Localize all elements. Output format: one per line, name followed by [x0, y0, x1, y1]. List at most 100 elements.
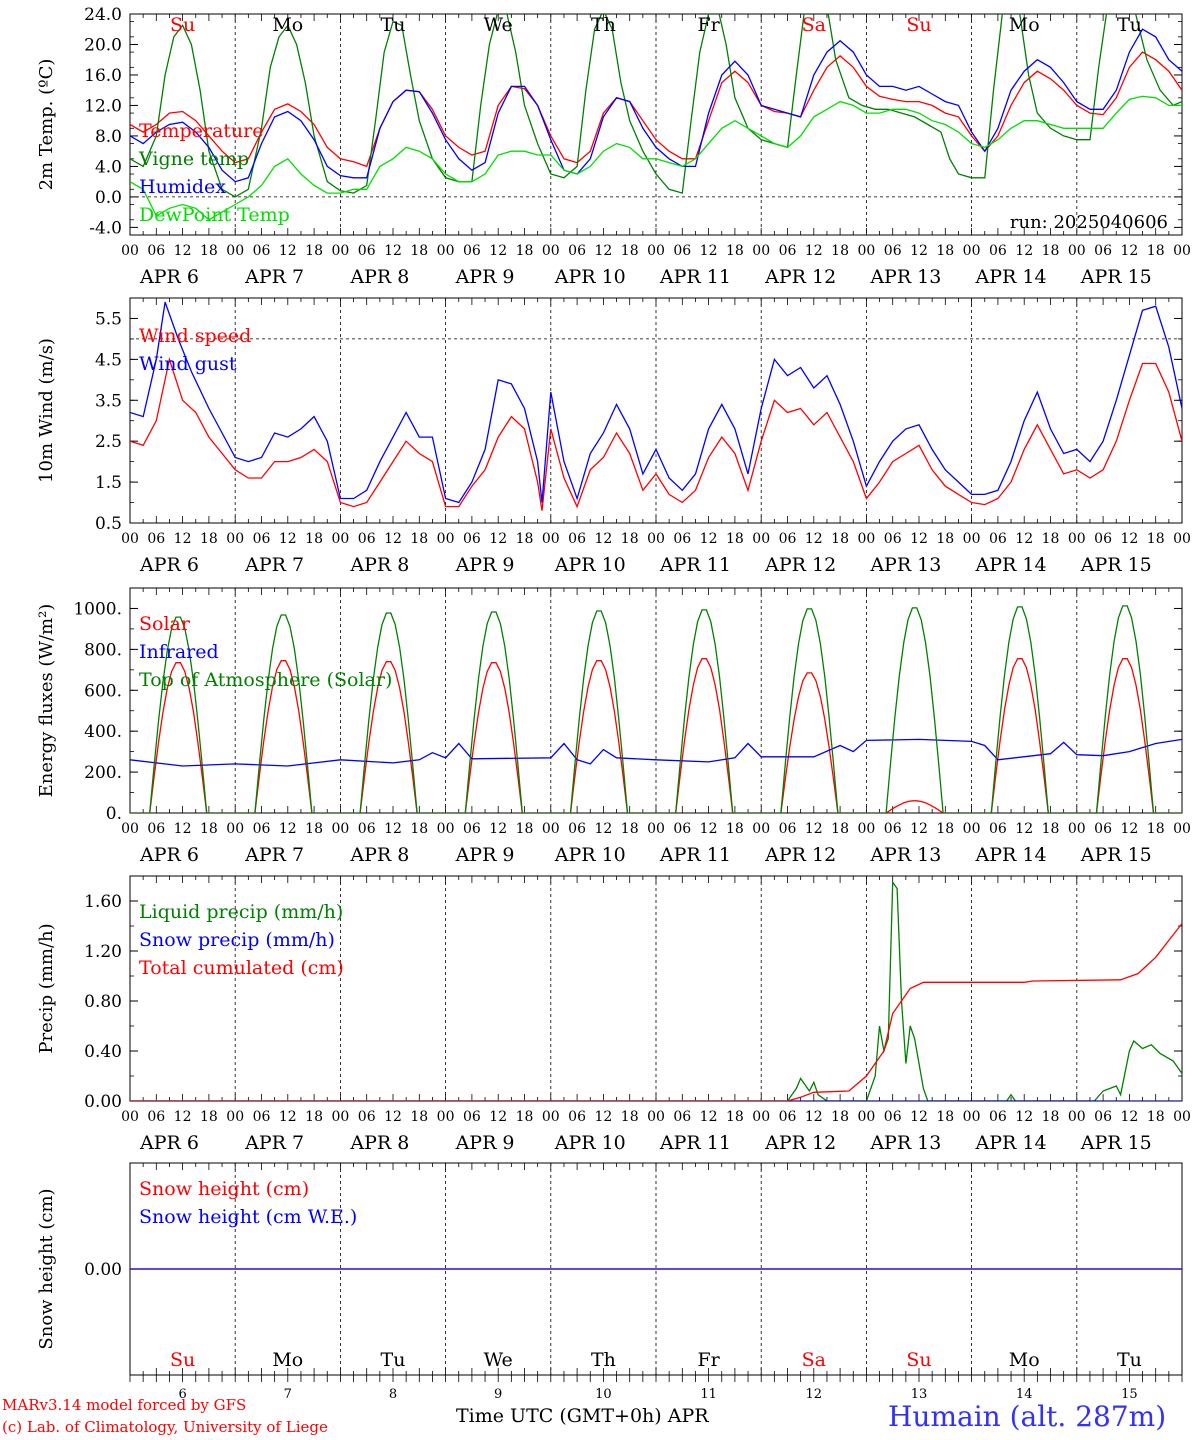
y-tick-label: 5.5 [95, 309, 122, 329]
lab-credit: (c) Lab. of Climatology, University of L… [2, 1418, 328, 1436]
hour-tick-label: 06 [147, 1109, 165, 1125]
hour-tick-label: 00 [647, 1109, 665, 1125]
hour-tick-label: 00 [331, 1109, 349, 1125]
hour-tick-label: 06 [568, 1109, 586, 1125]
y-tick-label: 0.40 [84, 1042, 122, 1062]
hour-tick-label: 12 [174, 821, 192, 837]
hour-tick-label: 00 [857, 821, 875, 837]
hour-tick-label: 06 [779, 531, 797, 547]
weekday-label: We [484, 1349, 513, 1371]
run-label: run: 2025040606 [1010, 212, 1168, 233]
hour-tick-label: 18 [305, 821, 323, 837]
hour-tick-label: 00 [121, 531, 139, 547]
legend-entry: DewPoint Temp [139, 204, 290, 226]
y-tick-label: -4.0 [89, 218, 122, 238]
hour-tick-label: 00 [542, 243, 560, 259]
weekday-label: Tu [381, 14, 406, 36]
hour-tick-label: 06 [568, 821, 586, 837]
y-axis-label: Precip (mm/h) [36, 923, 57, 1053]
hour-tick-label: 18 [621, 243, 639, 259]
hour-tick-label: 06 [779, 243, 797, 259]
y-tick-label: 600. [84, 681, 122, 701]
hour-tick-label: 06 [884, 821, 902, 837]
legend-entry: Snow precip (mm/h) [139, 929, 335, 951]
weekday-label: Mo [1009, 1349, 1040, 1371]
hour-tick-label: 12 [594, 531, 612, 547]
weekday-label: We [484, 14, 513, 36]
y-tick-label: 8.0 [95, 127, 122, 147]
weekday-label: Th [591, 1349, 616, 1371]
legend-entry: Wind speed [139, 325, 251, 347]
series-line-solar [130, 658, 1182, 813]
date-label: APR 6 [139, 844, 199, 866]
series-line-temperature [130, 51, 1182, 168]
y-tick-label: 0.80 [84, 992, 122, 1012]
hour-tick-label: 06 [358, 821, 376, 837]
y-tick-label: 16.0 [84, 66, 122, 86]
hour-tick-label: 12 [910, 821, 928, 837]
hour-tick-label: 00 [437, 531, 455, 547]
hour-tick-label: 06 [673, 531, 691, 547]
panel-wind: 5.5 4.5 3.5 2.5 1.5 0.5 10m Wind (m/s) Wind spe… [36, 297, 1191, 576]
series-line-humidex [130, 28, 1182, 183]
hour-tick-label: 00 [1173, 531, 1191, 547]
y-tick-label: 20.0 [84, 35, 122, 55]
date-label: APR 12 [764, 554, 836, 576]
hour-tick-label: 06 [989, 821, 1007, 837]
date-label: APR 10 [554, 844, 626, 866]
y-tick-label: 12.0 [84, 96, 122, 116]
day-number-label: 15 [1121, 1387, 1138, 1402]
hour-tick-label: 18 [1042, 1109, 1060, 1125]
date-label: APR 11 [659, 844, 731, 866]
series-line-infrared [130, 738, 1182, 767]
series-line-dewpoint-temp [130, 95, 1182, 221]
y-tick-label: 1.60 [84, 892, 122, 912]
hour-tick-label: 06 [1094, 243, 1112, 259]
hour-tick-label: 00 [857, 1109, 875, 1125]
hour-tick-label: 18 [200, 1109, 218, 1125]
hour-tick-label: 12 [279, 531, 297, 547]
date-label: APR 15 [1080, 844, 1152, 866]
y-tick-label: 1.20 [84, 942, 122, 962]
hour-tick-label: 00 [437, 1109, 455, 1125]
hour-tick-label: 12 [594, 1109, 612, 1125]
hour-tick-label: 00 [437, 821, 455, 837]
hour-tick-label: 18 [516, 1109, 534, 1125]
weekday-label: Fr [697, 1349, 720, 1371]
hour-tick-label: 12 [1120, 821, 1138, 837]
hour-tick-label: 00 [647, 821, 665, 837]
hour-tick-label: 00 [331, 531, 349, 547]
date-label: APR 8 [349, 266, 409, 288]
hour-tick-label: 06 [673, 243, 691, 259]
hour-tick-label: 00 [752, 1109, 770, 1125]
weekday-label: Tu [1117, 14, 1142, 36]
y-tick-label: 4.0 [95, 157, 122, 177]
hour-tick-label: 00 [647, 531, 665, 547]
hour-tick-label: 18 [726, 821, 744, 837]
hour-tick-label: 00 [857, 243, 875, 259]
hour-tick-label: 18 [200, 531, 218, 547]
hour-tick-label: 18 [726, 531, 744, 547]
hour-tick-label: 18 [936, 531, 954, 547]
hour-tick-label: 12 [910, 1109, 928, 1125]
hour-tick-label: 06 [673, 1109, 691, 1125]
hour-tick-label: 06 [253, 1109, 271, 1125]
hour-tick-label: 06 [1094, 821, 1112, 837]
series-line-wind-gust [130, 301, 1182, 504]
date-label: APR 9 [455, 1132, 515, 1154]
hour-tick-label: 06 [253, 821, 271, 837]
date-label: APR 11 [659, 1132, 731, 1154]
hour-tick-label: 12 [1015, 821, 1033, 837]
date-label: APR 14 [975, 1132, 1047, 1154]
weekday-label: Mo [1009, 14, 1040, 36]
hour-tick-label: 12 [910, 243, 928, 259]
hour-tick-label: 00 [752, 821, 770, 837]
hour-tick-label: 00 [1068, 531, 1086, 547]
series-line-top-of-atmosphere-solar- [130, 605, 1182, 813]
date-label: APR 15 [1080, 554, 1152, 576]
hour-tick-label: 18 [516, 531, 534, 547]
date-label: APR 14 [975, 844, 1047, 866]
y-tick-label: 200. [84, 763, 122, 783]
y-tick-label: 0.00 [84, 1260, 122, 1280]
hour-tick-label: 18 [410, 243, 428, 259]
